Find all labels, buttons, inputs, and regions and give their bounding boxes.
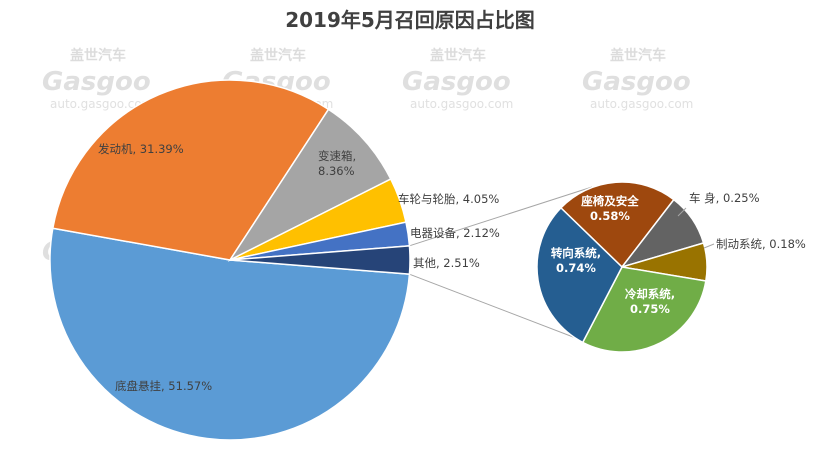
data-label-发动机: 发动机, 31.39%	[98, 142, 184, 156]
pie-slice-底盘悬挂	[49, 227, 411, 441]
watermark-brand-cn: 盖世汽车	[70, 47, 126, 64]
data-label-底盘悬挂: 底盘悬挂, 51.57%	[115, 379, 212, 393]
data-label-电器设备: 电器设备, 2.12%	[410, 226, 500, 240]
watermark-logo: Gasgoo	[402, 67, 511, 97]
sub-data-label-车身: 车 身, 0.25%	[689, 191, 760, 205]
data-label-其他: 其他, 2.51%	[413, 256, 480, 270]
watermark-brand-cn: 盖世汽车	[610, 47, 666, 64]
sub-pie-slice-冷却系统	[581, 266, 707, 353]
watermark-url: auto.gasgoo.com	[50, 97, 153, 111]
sub-data-label-转向系统: 转向系统, 0.74%	[551, 246, 601, 275]
data-label-变速箱: 变速箱, 8.36%	[318, 149, 356, 178]
leader-line-body	[677, 207, 687, 217]
data-label-车轮与轮胎: 车轮与轮胎, 4.05%	[398, 192, 499, 206]
watermark-logo: Gasgoo	[582, 67, 691, 97]
pie-slice-其他	[229, 245, 411, 275]
watermark-url: auto.gasgoo.com	[410, 97, 513, 111]
leader-line-brake	[703, 243, 715, 249]
pie-slice-变速箱	[227, 108, 392, 262]
watermark-logo: Gasgoo	[42, 67, 151, 97]
pie-slice-发动机	[51, 79, 330, 261]
watermark-url: auto.gasgoo.com	[590, 97, 693, 111]
watermark-brand-cn: 盖世汽车	[250, 47, 306, 64]
secondary-pie	[536, 181, 708, 353]
main-pie	[49, 79, 411, 441]
sub-pie-slice-座椅及安全	[559, 181, 675, 269]
chart-title: 2019年5月召回原因占比图	[285, 8, 535, 32]
sub-data-label-冷却系统: 冷却系统, 0.75%	[625, 287, 675, 316]
sub-pie-slice-转向系统	[536, 206, 623, 344]
data-labels: 底盘悬挂, 51.57% 发动机, 31.39% 变速箱, 8.36% 车轮与轮胎, 4…	[98, 142, 806, 393]
sub-data-label-制动系统: 制动系统, 0.18%	[716, 237, 806, 251]
watermark-brand-cn: 盖世汽车	[430, 47, 486, 64]
connector-line-top	[409, 186, 593, 247]
sub-data-label-座椅及安全: 座椅及安全 0.58%	[580, 194, 639, 223]
